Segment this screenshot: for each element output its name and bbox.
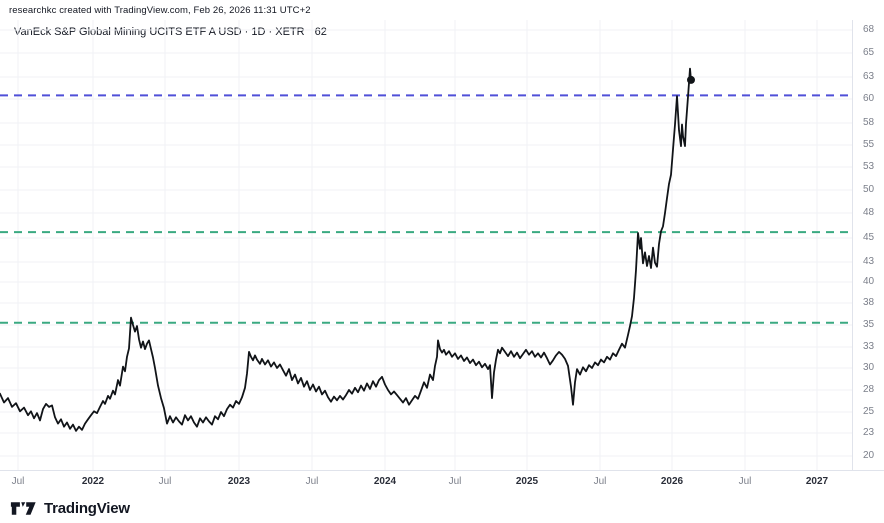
time-tick-label: 2022 [81, 476, 105, 487]
time-tick-label: Jul [11, 476, 25, 487]
price-tick-label: 35 [863, 319, 875, 330]
price-tick-label: 43 [863, 256, 875, 267]
tradingview-logo-icon [10, 502, 36, 515]
price-tick-label: 55 [863, 139, 875, 150]
time-tick-label: 2023 [227, 476, 251, 487]
price-tick-label: 23 [863, 427, 875, 438]
last-price-dot [687, 75, 695, 84]
price-tick-label: 68 [863, 24, 875, 35]
symbol-title[interactable]: VanEck S&P Global Mining UCITS ETF A USD… [14, 26, 305, 38]
axis-borders [0, 20, 884, 471]
price-line [0, 67, 692, 432]
time-tick-label: Jul [158, 476, 172, 487]
price-tick-label: 25 [863, 406, 875, 417]
price-scale[interactable]: 68 65 63 60 58 55 53 50 48 45 43 40 38 35 33 30 28 25 23 20 [856, 0, 884, 470]
time-tick-label: 2024 [373, 476, 397, 487]
time-tick-label: 2025 [515, 476, 539, 487]
time-tick-label: Jul [738, 476, 752, 487]
time-scale[interactable]: Jul 2022 Jul 2023 Jul 2024 Jul 2025 Jul 2026 Jul 20… [0, 472, 884, 490]
time-tick-label: 2026 [660, 476, 684, 487]
price-tick-label: 63 [863, 71, 875, 82]
price-tick-label: 40 [863, 276, 875, 287]
price-tick-label: 48 [863, 207, 875, 218]
time-tick-label: 2027 [805, 476, 829, 487]
price-tick-label: 30 [863, 362, 875, 373]
series-close [0, 67, 692, 432]
price-tick-label: 65 [863, 47, 875, 58]
attribution-text: researchkc created with TradingView.com,… [9, 5, 311, 16]
tradingview-logo[interactable]: TradingView [10, 499, 130, 518]
price-tick-label: 50 [863, 184, 875, 195]
time-tick-label: Jul [305, 476, 319, 487]
price-tick-label: 60 [863, 93, 875, 104]
price-tick-label: 38 [863, 297, 875, 308]
price-tick-label: 20 [863, 450, 875, 461]
price-tick-label: 45 [863, 232, 875, 243]
last-price: 62 [314, 26, 327, 38]
time-tick-label: Jul [448, 476, 462, 487]
price-tick-label: 58 [863, 117, 875, 128]
level-lines [0, 94, 852, 324]
price-tick-label: 53 [863, 161, 875, 172]
last-point-marker [687, 75, 695, 84]
price-tick-label: 28 [863, 384, 875, 395]
tradingview-wordmark: TradingView [44, 500, 130, 517]
symbol-header: VanEck S&P Global Mining UCITS ETF A USD… [14, 26, 327, 38]
time-tick-label: Jul [593, 476, 607, 487]
grid [0, 20, 852, 470]
price-tick-label: 33 [863, 341, 875, 352]
